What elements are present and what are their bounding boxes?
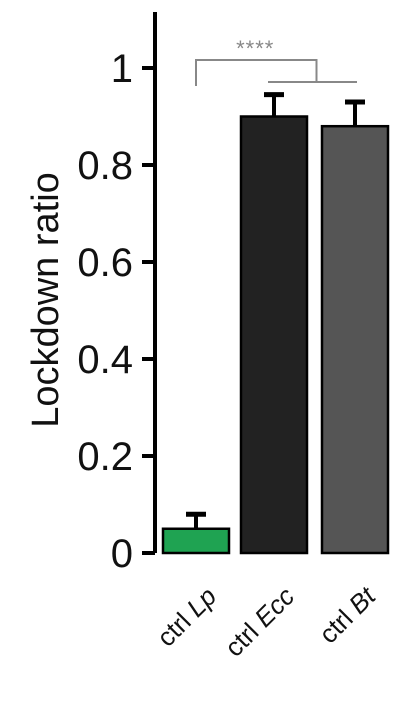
x-tick-label: ctrl Lp [151,581,222,652]
significance-bracket: **** [195,36,357,86]
y-tick-label: 0.8 [77,144,133,188]
significance-bracket-line [195,59,318,86]
x-tick-label: ctrl Ecc [219,581,300,662]
y-tick-label: 0.2 [77,435,133,479]
bar-lp [161,527,231,555]
y-tick-label: 0.6 [77,241,133,285]
significance-label: **** [236,36,274,61]
bars [161,115,390,555]
bar-bt [320,124,390,555]
y-axis: 0 0.2 0.4 0.6 0.8 1 [77,12,157,576]
bar-ecc [239,115,309,555]
y-axis-title: Lockdown ratio [25,172,67,428]
y-tick-label: 0 [111,532,133,576]
x-tick-label: ctrl Bt [313,580,382,649]
y-tick-label: 0.4 [77,338,133,382]
error-bars [186,92,365,529]
y-tick-label: 1 [111,47,133,91]
